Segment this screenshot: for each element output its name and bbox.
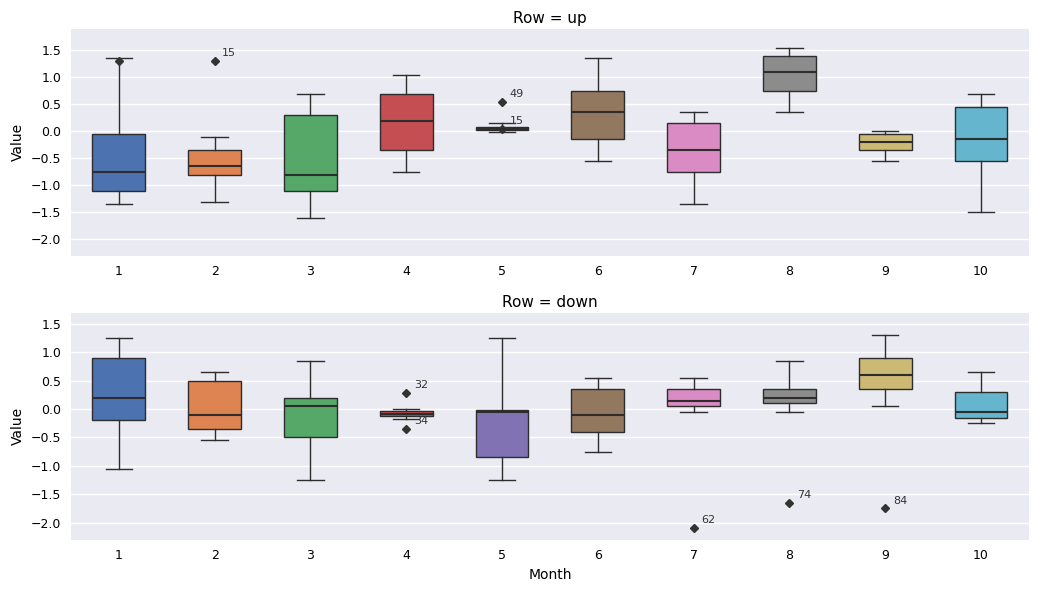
Text: 15: 15 bbox=[510, 116, 524, 126]
PathPatch shape bbox=[188, 150, 241, 174]
Title: Row = down: Row = down bbox=[502, 295, 598, 310]
PathPatch shape bbox=[380, 412, 433, 416]
PathPatch shape bbox=[380, 94, 433, 150]
PathPatch shape bbox=[763, 56, 815, 91]
PathPatch shape bbox=[955, 107, 1008, 161]
PathPatch shape bbox=[668, 389, 720, 406]
PathPatch shape bbox=[571, 91, 624, 139]
Text: 32: 32 bbox=[414, 380, 428, 390]
PathPatch shape bbox=[859, 358, 911, 389]
Text: 15: 15 bbox=[223, 49, 236, 58]
Text: 49: 49 bbox=[510, 89, 524, 99]
PathPatch shape bbox=[955, 392, 1008, 417]
PathPatch shape bbox=[668, 123, 720, 172]
PathPatch shape bbox=[763, 389, 815, 403]
PathPatch shape bbox=[475, 410, 528, 457]
PathPatch shape bbox=[284, 115, 337, 191]
PathPatch shape bbox=[188, 381, 241, 429]
Title: Row = up: Row = up bbox=[513, 11, 587, 26]
PathPatch shape bbox=[93, 134, 146, 191]
PathPatch shape bbox=[571, 389, 624, 432]
Text: 84: 84 bbox=[893, 496, 907, 506]
Text: 62: 62 bbox=[701, 515, 716, 525]
PathPatch shape bbox=[859, 134, 911, 150]
X-axis label: Month: Month bbox=[528, 568, 572, 582]
PathPatch shape bbox=[93, 358, 146, 420]
Y-axis label: Value: Value bbox=[11, 407, 25, 445]
Text: 74: 74 bbox=[797, 490, 811, 500]
PathPatch shape bbox=[284, 398, 337, 438]
Y-axis label: Value: Value bbox=[11, 123, 25, 161]
Text: 34: 34 bbox=[414, 416, 428, 426]
PathPatch shape bbox=[475, 127, 528, 130]
